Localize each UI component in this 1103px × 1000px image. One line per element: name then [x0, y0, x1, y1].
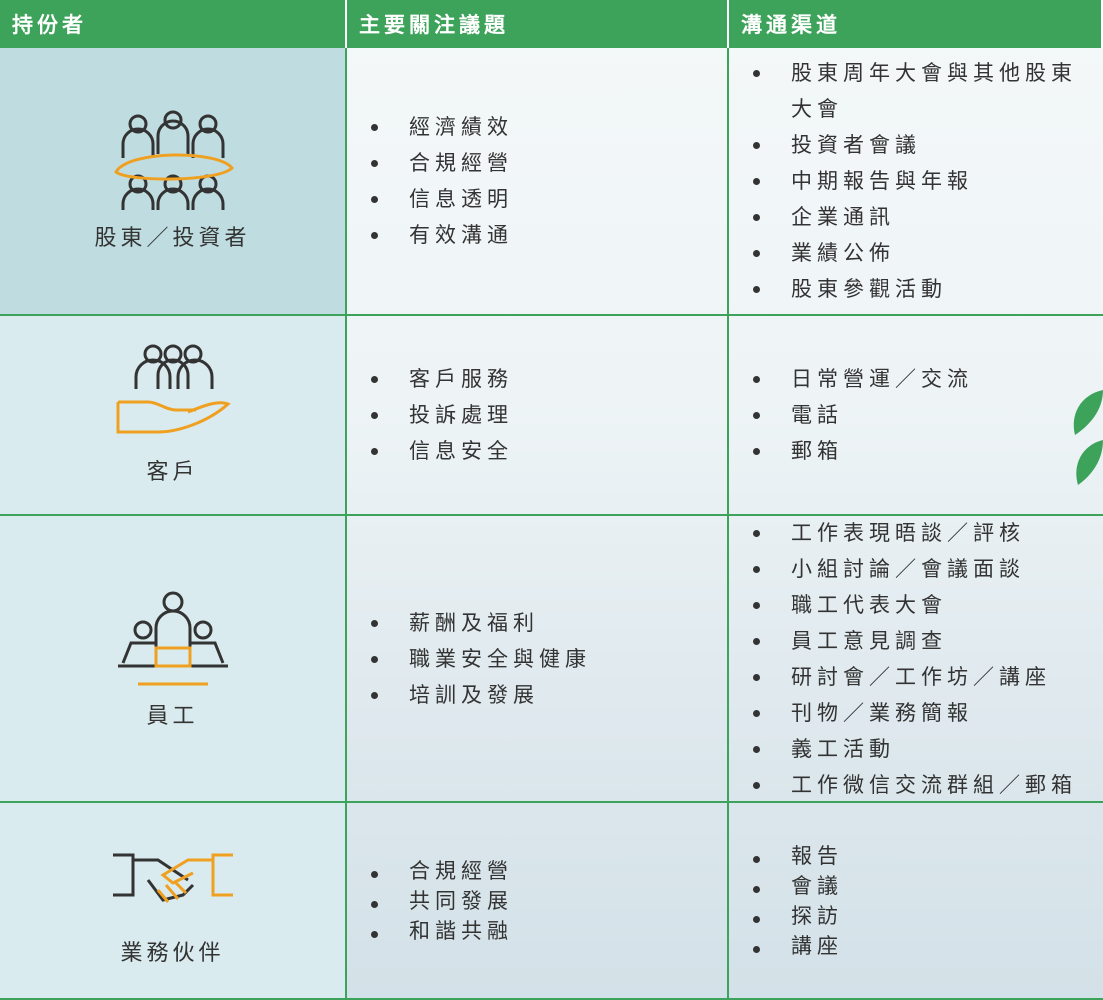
list-item: 合規經營: [371, 145, 513, 181]
channels-list: 股東周年大會與其他股東大會 投資者會議 中期報告與年報 企業通訊 業績公佈 股東參觀活動: [729, 55, 1099, 307]
header-cell: 溝通渠道: [729, 0, 1103, 48]
header-cell: 主要關注議題: [347, 0, 729, 48]
concerns-cell: 經濟績效 合規經營 信息透明 有效溝通: [347, 48, 729, 316]
list-item: 股東周年大會與其他股東大會: [753, 55, 1099, 127]
list-item: 信息安全: [371, 433, 513, 469]
list-item: 股東參觀活動: [753, 271, 1099, 307]
stakeholder-icon: [108, 110, 238, 214]
list-item: 薪酬及福利: [371, 605, 591, 641]
list-item: 投訴處理: [371, 397, 513, 433]
list-item: 報告: [753, 841, 1099, 871]
concerns-list: 客戶服務 投訴處理 信息安全: [347, 361, 513, 469]
stakeholder-cell: 業務伙伴: [0, 803, 347, 1000]
list-item: 小組討論／會議面談: [753, 551, 1099, 587]
stakeholder-cell: 股東／投資者: [0, 48, 347, 316]
list-item: 和諧共融: [371, 916, 513, 946]
channels-cell: 報告 會議 探訪 講座: [729, 803, 1103, 1000]
list-item: 投資者會議: [753, 127, 1099, 163]
list-item: 共同發展: [371, 886, 513, 916]
list-item: 講座: [753, 931, 1099, 961]
list-item: 探訪: [753, 901, 1099, 931]
list-item: 義工活動: [753, 731, 1099, 767]
list-item: 業績公佈: [753, 235, 1099, 271]
list-item: 企業通訊: [753, 199, 1099, 235]
list-item: 信息透明: [371, 181, 513, 217]
channels-list: 工作表現晤談／評核 小組討論／會議面談 職工代表大會 員工意見調查 研討會／工作坊／講座…: [729, 515, 1099, 803]
list-item: 工作表現晤談／評核: [753, 515, 1099, 551]
stakeholder-name: 客戶: [146, 460, 199, 485]
stakeholder-name: 員工: [146, 703, 199, 729]
channels-cell: 工作表現晤談／評核 小組討論／會議面談 職工代表大會 員工意見調查 研討會／工作坊／講座…: [729, 516, 1103, 803]
list-item: 會議: [753, 871, 1099, 901]
list-item: 郵箱: [753, 433, 1099, 469]
channels-list: 日常營運／交流 電話 郵箱: [729, 361, 1099, 469]
stakeholder-icon: [108, 835, 238, 929]
stakeholder-icon: [108, 588, 238, 692]
stakeholder-name: 業務伙伴: [120, 940, 225, 966]
leaf-decoration: [1073, 390, 1103, 485]
list-item: 合規經營: [371, 856, 513, 886]
list-item: 刊物／業務簡報: [753, 695, 1099, 731]
concerns-list: 薪酬及福利 職業安全與健康 培訓及發展: [347, 605, 591, 713]
stakeholder-name: 股東／投資者: [94, 226, 251, 251]
list-item: 電話: [753, 397, 1099, 433]
list-item: 客戶服務: [371, 361, 513, 397]
concerns-cell: 薪酬及福利 職業安全與健康 培訓及發展: [347, 516, 729, 803]
list-item: 經濟績效: [371, 109, 513, 145]
list-item: 有效溝通: [371, 217, 513, 253]
concerns-list: 合規經營 共同發展 和諧共融: [347, 856, 513, 946]
stakeholder-cell: 員工: [0, 516, 347, 803]
concerns-cell: 客戶服務 投訴處理 信息安全: [347, 316, 729, 516]
channels-cell: 股東周年大會與其他股東大會 投資者會議 中期報告與年報 企業通訊 業績公佈 股東參觀活動: [729, 48, 1103, 316]
header-cell: 持份者: [0, 0, 347, 48]
list-item: 研討會／工作坊／講座: [753, 659, 1099, 695]
stakeholder-icon: [108, 344, 238, 448]
channels-cell: 日常營運／交流 電話 郵箱: [729, 316, 1103, 516]
concerns-list: 經濟績效 合規經營 信息透明 有效溝通: [347, 109, 513, 253]
list-item: 日常營運／交流: [753, 361, 1099, 397]
list-item: 培訓及發展: [371, 677, 591, 713]
list-item: 工作微信交流群組／郵箱: [753, 767, 1099, 803]
list-item: 員工意見調查: [753, 623, 1099, 659]
list-item: 職工代表大會: [753, 587, 1099, 623]
stakeholder-cell: 客戶: [0, 316, 347, 516]
channels-list: 報告 會議 探訪 講座: [729, 841, 1099, 961]
list-item: 職業安全與健康: [371, 641, 591, 677]
concerns-cell: 合規經營 共同發展 和諧共融: [347, 803, 729, 1000]
list-item: 中期報告與年報: [753, 163, 1099, 199]
